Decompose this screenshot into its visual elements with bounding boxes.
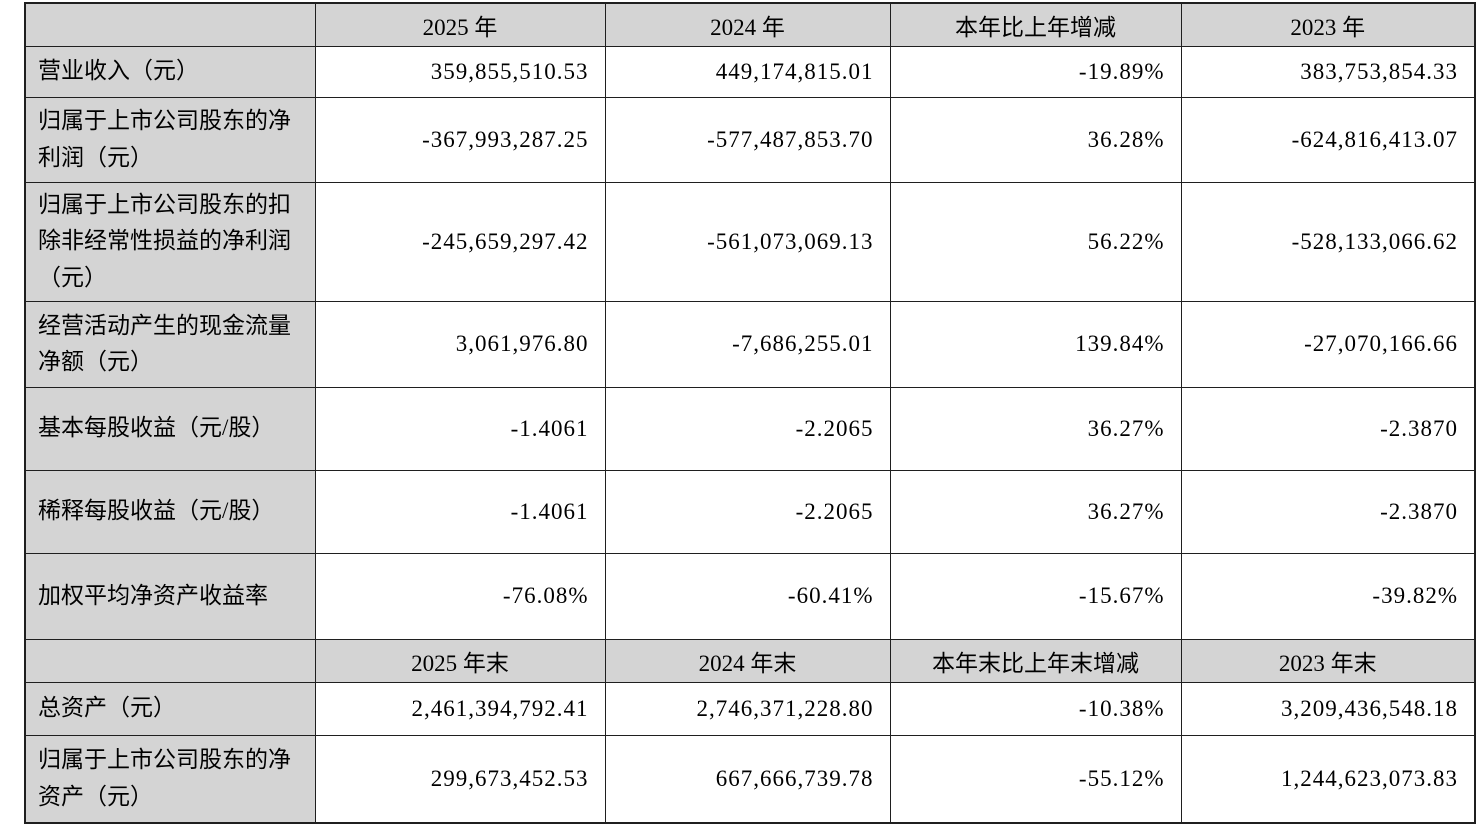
value-change: 36.27% xyxy=(889,386,1182,471)
value-2025: -76.08% xyxy=(314,552,606,640)
value-2024: -561,073,069.13 xyxy=(604,181,891,302)
header-2023: 2023 年 xyxy=(1180,2,1476,47)
value-2025: -1.4061 xyxy=(314,386,606,471)
value-2025: 299,673,452.53 xyxy=(314,734,606,824)
value-2023: -2.3870 xyxy=(1180,469,1476,554)
table-row-operating-cash-flow: 经营活动产生的现金流量净额（元） 3,061,976.80 -7,686,255… xyxy=(24,300,1476,388)
row-label: 归属于上市公司股东的净资产（元） xyxy=(24,734,316,824)
header-2024: 2024 年 xyxy=(604,2,891,47)
value-2023: -624,816,413.07 xyxy=(1180,96,1476,183)
header-2025-end: 2025 年末 xyxy=(314,638,606,683)
row-label: 基本每股收益（元/股） xyxy=(24,386,316,471)
row-label: 经营活动产生的现金流量净额（元） xyxy=(24,300,316,388)
header-row-year-end: 2025 年末 2024 年末 本年末比上年末增减 2023 年末 xyxy=(24,638,1476,683)
table-row-revenue: 营业收入（元） 359,855,510.53 449,174,815.01 -1… xyxy=(24,45,1476,98)
value-change: -19.89% xyxy=(889,45,1182,98)
value-change: 36.27% xyxy=(889,469,1182,554)
value-change: 139.84% xyxy=(889,300,1182,388)
value-2025: -367,993,287.25 xyxy=(314,96,606,183)
row-label: 总资产（元） xyxy=(24,681,316,736)
value-2025: -245,659,297.42 xyxy=(314,181,606,302)
value-2025: 2,461,394,792.41 xyxy=(314,681,606,736)
row-label: 归属于上市公司股东的扣除非经常性损益的净利润（元） xyxy=(24,181,316,302)
value-change: 56.22% xyxy=(889,181,1182,302)
header-yoy-change: 本年比上年增减 xyxy=(889,2,1182,47)
value-2023: -2.3870 xyxy=(1180,386,1476,471)
value-change: 36.28% xyxy=(889,96,1182,183)
value-2025: 359,855,510.53 xyxy=(314,45,606,98)
value-2024: -2.2065 xyxy=(604,469,891,554)
header-row-annual: 2025 年 2024 年 本年比上年增减 2023 年 xyxy=(24,2,1476,47)
row-label: 归属于上市公司股东的净利润（元） xyxy=(24,96,316,183)
table-row-net-profit-excl-nonrecurring: 归属于上市公司股东的扣除非经常性损益的净利润（元） -245,659,297.4… xyxy=(24,181,1476,302)
value-2024: -7,686,255.01 xyxy=(604,300,891,388)
value-2023: 383,753,854.33 xyxy=(1180,45,1476,98)
table-row-basic-eps: 基本每股收益（元/股） -1.4061 -2.2065 36.27% -2.38… xyxy=(24,386,1476,471)
value-2023: -528,133,066.62 xyxy=(1180,181,1476,302)
row-label: 稀释每股收益（元/股） xyxy=(24,469,316,554)
value-change: -10.38% xyxy=(889,681,1182,736)
value-2024: 449,174,815.01 xyxy=(604,45,891,98)
header-2024-end: 2024 年末 xyxy=(604,638,891,683)
value-change: -15.67% xyxy=(889,552,1182,640)
value-2023: -27,070,166.66 xyxy=(1180,300,1476,388)
value-2023: 3,209,436,548.18 xyxy=(1180,681,1476,736)
value-2024: -577,487,853.70 xyxy=(604,96,891,183)
value-2024: 2,746,371,228.80 xyxy=(604,681,891,736)
header-2025: 2025 年 xyxy=(314,2,606,47)
value-2024: -60.41% xyxy=(604,552,891,640)
value-2025: -1.4061 xyxy=(314,469,606,554)
table-row-diluted-eps: 稀释每股收益（元/股） -1.4061 -2.2065 36.27% -2.38… xyxy=(24,469,1476,554)
table-row-net-assets: 归属于上市公司股东的净资产（元） 299,673,452.53 667,666,… xyxy=(24,734,1476,824)
table-row-net-profit: 归属于上市公司股东的净利润（元） -367,993,287.25 -577,48… xyxy=(24,96,1476,183)
value-2023: 1,244,623,073.83 xyxy=(1180,734,1476,824)
row-label: 营业收入（元） xyxy=(24,45,316,98)
financial-summary-table: 2025 年 2024 年 本年比上年增减 2023 年 营业收入（元） 359… xyxy=(24,2,1476,825)
value-change: -55.12% xyxy=(889,734,1182,824)
value-2024: 667,666,739.78 xyxy=(604,734,891,824)
header-year-end-change: 本年末比上年末增减 xyxy=(889,638,1182,683)
value-2024: -2.2065 xyxy=(604,386,891,471)
value-2023: -39.82% xyxy=(1180,552,1476,640)
row-label: 加权平均净资产收益率 xyxy=(24,552,316,640)
table-row-total-assets: 总资产（元） 2,461,394,792.41 2,746,371,228.80… xyxy=(24,681,1476,736)
table-row-weighted-avg-roe: 加权平均净资产收益率 -76.08% -60.41% -15.67% -39.8… xyxy=(24,552,1476,640)
value-2025: 3,061,976.80 xyxy=(314,300,606,388)
header-blank-cell xyxy=(24,638,316,683)
header-2023-end: 2023 年末 xyxy=(1180,638,1476,683)
header-blank-cell xyxy=(24,2,316,47)
